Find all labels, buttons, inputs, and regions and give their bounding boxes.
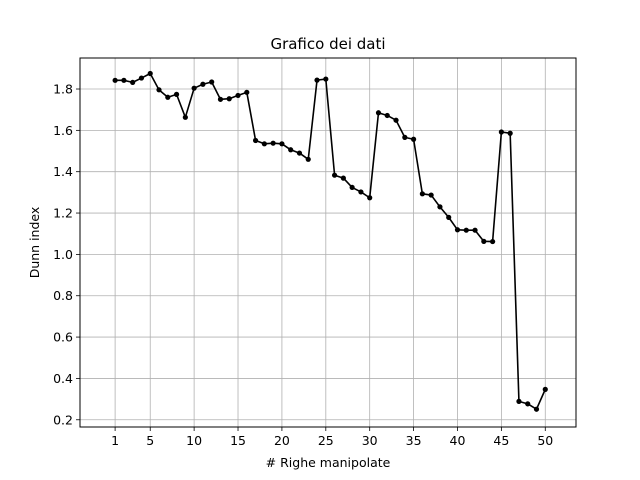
- data-point: [446, 214, 452, 220]
- data-point: [472, 227, 478, 233]
- chart-title: Grafico dei dati: [270, 35, 385, 53]
- y-tick-label: 0.4: [53, 371, 73, 386]
- data-point: [296, 150, 303, 156]
- data-point: [323, 76, 329, 82]
- data-point: [191, 85, 197, 91]
- data-point: [428, 192, 434, 198]
- data-point: [279, 141, 285, 147]
- data-point: [252, 137, 259, 144]
- data-point: [419, 191, 425, 197]
- data-point: [358, 189, 364, 195]
- data-point: [402, 134, 408, 140]
- x-axis-title: # Righe manipolate: [266, 455, 391, 470]
- data-point: [437, 204, 443, 210]
- data-point: [182, 114, 188, 120]
- data-point: [410, 136, 417, 142]
- data-point: [156, 87, 162, 93]
- x-tick-label: 25: [318, 433, 334, 448]
- data-point: [244, 89, 250, 95]
- x-tick-label: 10: [186, 433, 202, 448]
- y-axis-title: Dunn index: [27, 207, 42, 279]
- data-point: [393, 117, 399, 123]
- y-tick-label: 0.6: [53, 330, 73, 345]
- data-point: [173, 91, 180, 97]
- y-tick-label: 1.6: [53, 123, 73, 138]
- data-point: [542, 386, 548, 392]
- data-point: [288, 147, 294, 153]
- data-point: [454, 227, 461, 233]
- data-point: [331, 172, 338, 178]
- x-tick-label: 1: [111, 433, 119, 448]
- x-tick-label: 5: [146, 433, 154, 448]
- data-point: [498, 129, 504, 135]
- data-point: [147, 70, 153, 77]
- data-point: [165, 94, 171, 100]
- y-tick-label: 1.8: [53, 82, 73, 97]
- data-point: [516, 398, 522, 404]
- data-point: [200, 81, 206, 87]
- data-point: [235, 92, 241, 99]
- y-tick-label: 1.0: [53, 247, 73, 262]
- data-point: [463, 227, 469, 233]
- data-point: [525, 401, 531, 407]
- data-point: [112, 77, 118, 83]
- data-point: [507, 130, 513, 136]
- x-tick-label: 15: [230, 433, 246, 448]
- x-tick-label: 30: [362, 433, 378, 448]
- data-point: [138, 75, 145, 81]
- data-point: [375, 110, 382, 116]
- x-tick-label: 40: [450, 433, 466, 448]
- data-point: [490, 238, 496, 245]
- data-point: [209, 79, 215, 85]
- data-point: [384, 112, 390, 119]
- data-series: [112, 70, 548, 412]
- y-tick-label: 1.2: [53, 206, 73, 221]
- data-point: [367, 195, 373, 201]
- data-point: [270, 140, 276, 146]
- y-tick-label: 0.2: [53, 412, 73, 427]
- data-point: [121, 77, 127, 83]
- data-point: [217, 96, 224, 102]
- data-point: [481, 238, 487, 244]
- data-point: [533, 406, 540, 412]
- data-point: [349, 184, 355, 191]
- x-tick-label: 35: [406, 433, 422, 448]
- data-point: [305, 156, 311, 162]
- y-tick-label: 1.4: [53, 164, 73, 179]
- plot-frame: [79, 57, 577, 428]
- y-tick-label: 0.8: [53, 288, 73, 303]
- grid-lines: [80, 58, 576, 427]
- x-tick-label: 50: [537, 433, 553, 448]
- data-point: [261, 141, 267, 147]
- x-tick-label: 20: [274, 433, 290, 448]
- data-point: [340, 175, 346, 181]
- data-point: [226, 96, 232, 102]
- data-point: [130, 79, 136, 85]
- axis-ticks: 1 5 10 15 20 25 30 35 40 45 500.20.40.60.81.01.21.…: [53, 82, 553, 448]
- data-point: [314, 77, 320, 83]
- x-tick-label: 45: [493, 433, 509, 448]
